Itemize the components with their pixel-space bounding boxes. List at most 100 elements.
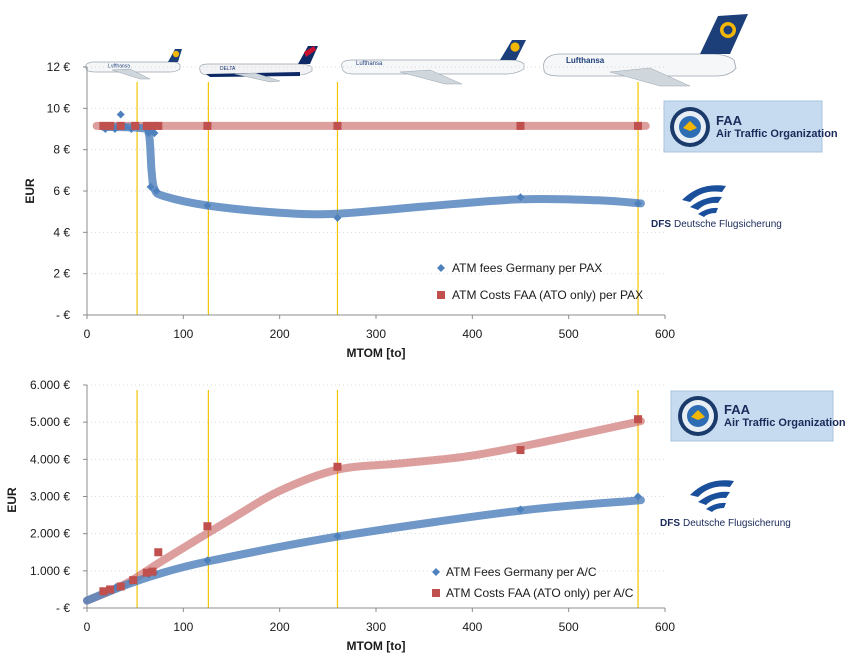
- y-tick-label: 10 €: [47, 101, 71, 115]
- x-tick-label: 500: [559, 327, 579, 341]
- legend-marker-costs: [432, 589, 440, 597]
- data-point-costs: [148, 121, 157, 130]
- data-point-costs: [203, 121, 212, 130]
- y-tick-label: 3.000 €: [30, 490, 70, 504]
- legend-marker-fees: [437, 264, 445, 272]
- y-axis-label: EUR: [23, 178, 37, 204]
- data-point-costs: [333, 462, 342, 471]
- faa-logo-box: FAA Air Traffic Organization: [663, 100, 838, 153]
- dfs-logo-name: Deutsche Flugsicherung: [683, 518, 791, 529]
- aircraft-2-livery: DELTA: [220, 66, 236, 72]
- data-point-fees: [634, 492, 643, 501]
- aircraft-3-livery: Lufthansa: [356, 61, 383, 67]
- data-point-costs: [106, 121, 115, 130]
- faa-logo-box: FAA Air Traffic Organization: [670, 390, 846, 442]
- y-tick-label: 4 €: [53, 225, 70, 239]
- data-point-costs: [142, 121, 151, 130]
- aircraft-4-livery: Lufthansa: [566, 56, 605, 65]
- data-point-fees: [152, 187, 161, 195]
- chart-per-pax: - € 2 € 4 € 6 € 8 € 10 € 12 € 0 100 200 300 400 500…: [23, 60, 838, 360]
- dfs-logo-name: Deutsche Flugsicherung: [674, 219, 782, 230]
- faa-seal-icon: [678, 396, 718, 436]
- dfs-logo: DFS Deutsche Flugsicherung: [651, 185, 782, 230]
- y-tick-label: - €: [56, 308, 70, 322]
- dfs-swoosh-icon: [690, 480, 734, 512]
- data-point-fees: [333, 213, 342, 222]
- data-point-costs: [142, 568, 151, 577]
- data-point-fees: [146, 182, 155, 191]
- data-point-costs: [203, 522, 212, 531]
- aircraft-widebody-jet-icon: Lufthansa: [341, 40, 526, 85]
- data-point-fees: [634, 199, 643, 208]
- aircraft-delta-jet-icon: DELTA: [199, 46, 318, 83]
- dfs-logo-abbr: DFS: [660, 518, 680, 529]
- legend: ATM fees Germany per PAX ATM Costs FAA (…: [437, 261, 643, 302]
- faa-logo-subtitle: Air Traffic Organization: [724, 417, 846, 429]
- y-tick-label: 2 €: [53, 267, 70, 281]
- x-tick-label: 200: [270, 327, 290, 341]
- x-tick-label: 0: [84, 620, 91, 634]
- legend-label-fees: ATM Fees Germany per A/C: [446, 565, 597, 579]
- dfs-logo: DFS Deutsche Flugsicherung: [660, 480, 791, 529]
- dfs-logo-text: DFS Deutsche Flugsicherung: [651, 219, 782, 230]
- aircraft-row: Lufthansa DELTA Lufthansa Lufthansa: [85, 14, 748, 87]
- x-tick-label: 100: [173, 620, 193, 634]
- x-tick-label: 400: [462, 620, 482, 634]
- data-point-costs: [106, 585, 115, 594]
- y-tick-label: 12 €: [47, 60, 71, 74]
- data-point-costs: [154, 548, 163, 557]
- y-tick-label: - €: [56, 601, 70, 615]
- x-tick-label: 600: [655, 620, 675, 634]
- x-tick-label: 300: [366, 327, 386, 341]
- dfs-logo-abbr: DFS: [651, 219, 671, 230]
- y-tick-label: 1.000 €: [30, 564, 70, 578]
- legend-label-fees: ATM fees Germany per PAX: [452, 261, 602, 275]
- data-point-costs: [99, 587, 108, 596]
- y-tick-label: 5.000 €: [30, 415, 70, 429]
- data-point-costs: [634, 415, 643, 424]
- x-tick-label: 100: [173, 327, 193, 341]
- y-tick-label: 4.000 €: [30, 452, 70, 466]
- x-tick-label: 500: [559, 620, 579, 634]
- legend-marker-fees: [432, 568, 440, 576]
- data-point-costs: [634, 121, 643, 130]
- data-point-costs: [131, 121, 140, 130]
- faa-logo-subtitle: Air Traffic Organization: [716, 128, 838, 140]
- aircraft-small-jet-icon: Lufthansa: [85, 49, 182, 80]
- y-tick-label: 6 €: [53, 184, 70, 198]
- chart-per-aircraft: - € 1.000 € 2.000 € 3.000 € 4.000 € 5.000 € 6.…: [5, 378, 846, 653]
- x-tick-label: 400: [462, 327, 482, 341]
- y-axis-label: EUR: [5, 487, 19, 513]
- x-tick-label: 300: [366, 620, 386, 634]
- x-axis-label: MTOM [to]: [346, 346, 405, 360]
- data-point-costs: [516, 121, 525, 130]
- data-point-costs: [99, 121, 108, 130]
- legend-label-costs: ATM Costs FAA (ATO only) per A/C: [446, 586, 634, 600]
- x-tick-label: 200: [270, 620, 290, 634]
- dfs-swoosh-icon: [682, 185, 726, 217]
- x-tick-label: 0: [84, 327, 91, 341]
- y-tick-label: 2.000 €: [30, 527, 70, 541]
- data-point-costs: [154, 121, 163, 130]
- faa-seal-icon: [670, 107, 710, 147]
- legend-label-costs: ATM Costs FAA (ATO only) per PAX: [452, 288, 643, 302]
- data-point-fees: [116, 110, 125, 119]
- data-point-costs: [129, 576, 138, 585]
- data-point-costs: [116, 121, 125, 130]
- y-tick-label: 8 €: [53, 143, 70, 157]
- data-point-costs: [116, 582, 125, 591]
- data-point-fees: [203, 556, 212, 565]
- legend-marker-costs: [437, 291, 445, 299]
- y-tick-label: 6.000 €: [30, 378, 70, 392]
- trend-line-fees: [99, 122, 645, 219]
- faa-logo-title: FAA: [724, 402, 751, 417]
- data-point-fees: [333, 532, 342, 541]
- x-tick-label: 600: [655, 327, 675, 341]
- data-point-fees: [150, 129, 159, 138]
- data-point-costs: [333, 121, 342, 130]
- data-point-fees: [516, 193, 525, 202]
- x-axis-label: MTOM [to]: [346, 639, 405, 653]
- dfs-logo-text: DFS Deutsche Flugsicherung: [660, 518, 791, 529]
- data-point-fees: [516, 505, 525, 514]
